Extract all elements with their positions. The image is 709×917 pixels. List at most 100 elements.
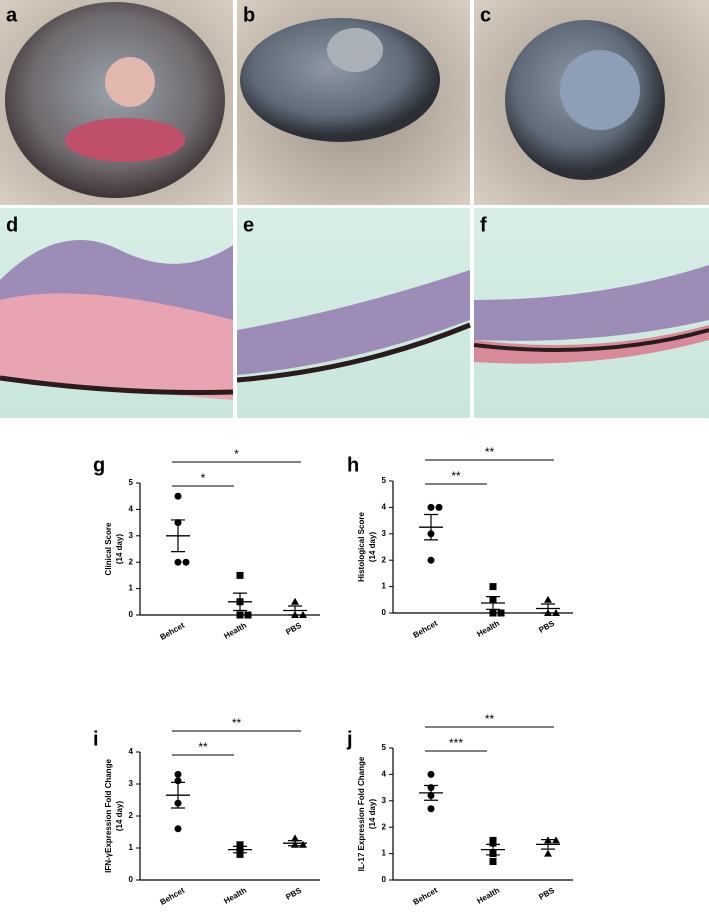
significance-label: ** [485, 712, 495, 726]
histology-e [236, 208, 471, 418]
x-tick-label: Health [222, 621, 248, 641]
significance-label: ** [485, 445, 495, 459]
significance-label: *** [449, 736, 463, 750]
x-tick-label: Behcet [158, 886, 186, 907]
data-point [174, 825, 182, 833]
y-axis-label-line: (14 day) [115, 801, 124, 832]
y-tick-label: 5 [382, 476, 387, 485]
data-point [435, 503, 443, 511]
data-point [497, 609, 505, 617]
photo-a [0, 0, 233, 205]
data-point [489, 583, 497, 591]
y-axis-label-line: (14 day) [368, 799, 377, 830]
y-tick-label: 2 [129, 557, 134, 566]
data-point [182, 558, 190, 566]
y-axis-label-line: (14 day) [368, 532, 377, 563]
y-tick-label: 0 [129, 610, 134, 619]
panel-label: j [346, 728, 353, 750]
data-point [174, 770, 182, 778]
error-bar [486, 843, 500, 856]
y-tick-label: 1 [129, 584, 134, 593]
panel-label: d [6, 214, 18, 236]
y-axis-label-line: IL-17 Expression Fold Change [357, 756, 366, 871]
panel-label: f [480, 214, 487, 236]
data-point [174, 492, 182, 500]
significance-label: ** [232, 716, 242, 730]
x-tick-label: Behcet [411, 619, 439, 640]
histology-d [0, 208, 234, 418]
data-point [427, 556, 435, 564]
significance-label: ** [198, 740, 208, 754]
y-tick-label: 3 [129, 531, 134, 540]
y-tick-label: 4 [129, 505, 134, 514]
y-tick-label: 4 [382, 503, 387, 512]
error-bar [171, 519, 185, 553]
y-tick-label: 3 [382, 529, 387, 538]
data-point [291, 597, 299, 605]
data-point [427, 770, 435, 778]
y-axis-label-line: Clinical Score [104, 522, 113, 575]
data-point [244, 611, 252, 619]
error-bar [541, 839, 555, 850]
y-tick-label: 1 [129, 843, 134, 852]
y-tick-label: 4 [129, 747, 134, 756]
error-bar [233, 845, 247, 854]
data-point [174, 558, 182, 566]
error-bar [541, 603, 555, 614]
data-point [236, 611, 244, 619]
data-point [552, 609, 560, 616]
error-bar [171, 781, 185, 809]
error-bar [288, 840, 302, 847]
x-tick-label: PBS [284, 885, 303, 901]
significance-label: * [201, 471, 206, 485]
x-tick-label: PBS [537, 618, 556, 634]
y-tick-label: 4 [382, 770, 387, 779]
error-bar [233, 592, 247, 612]
data-point [544, 595, 552, 603]
panel-label: g [93, 454, 105, 476]
significance-label: * [234, 447, 239, 461]
error-bar [288, 605, 302, 616]
data-point [299, 840, 307, 848]
data-point [489, 858, 497, 866]
y-axis-label-line: Histological Score [357, 512, 366, 582]
y-tick-label: 1 [382, 849, 387, 858]
data-point [236, 850, 244, 858]
data-point [427, 503, 435, 511]
data-point [489, 839, 497, 847]
data-point [427, 805, 435, 813]
y-axis-label: Clinical Score (14 day) [104, 522, 124, 575]
y-tick-label: 0 [382, 875, 387, 884]
photo-b [237, 0, 470, 205]
data-point [552, 836, 560, 844]
panel-label: e [243, 214, 254, 236]
y-tick-label: 2 [382, 822, 387, 831]
significance-label: ** [451, 469, 461, 483]
y-tick-label: 3 [129, 779, 134, 788]
y-axis-label: IFN-γExpression Fold Change (14 day) [104, 759, 124, 873]
x-tick-label: Health [475, 886, 501, 906]
histology-f [473, 208, 709, 418]
y-tick-label: 2 [382, 555, 387, 564]
data-point [299, 611, 307, 618]
error-bar [486, 596, 500, 610]
y-axis-label: Histological Score (14 day) [357, 512, 377, 582]
y-tick-label: 5 [382, 743, 387, 752]
panel-label: h [347, 454, 359, 476]
data-point [236, 571, 244, 579]
x-tick-label: Health [222, 886, 248, 906]
x-tick-label: Health [475, 619, 501, 639]
x-tick-label: Behcet [411, 886, 439, 907]
y-axis-label-line: IFN-γExpression Fold Change [104, 759, 113, 873]
panel-label: a [6, 4, 18, 26]
data-point [291, 834, 299, 842]
error-bar [424, 784, 438, 801]
y-tick-label: 0 [129, 875, 134, 884]
y-axis-label: IL-17 Expression Fold Change (14 day) [357, 756, 377, 871]
y-tick-label: 3 [382, 796, 387, 805]
y-tick-label: 1 [382, 582, 387, 591]
y-axis-label-line: (14 day) [115, 534, 124, 565]
data-point [544, 849, 552, 857]
data-point [489, 609, 497, 617]
